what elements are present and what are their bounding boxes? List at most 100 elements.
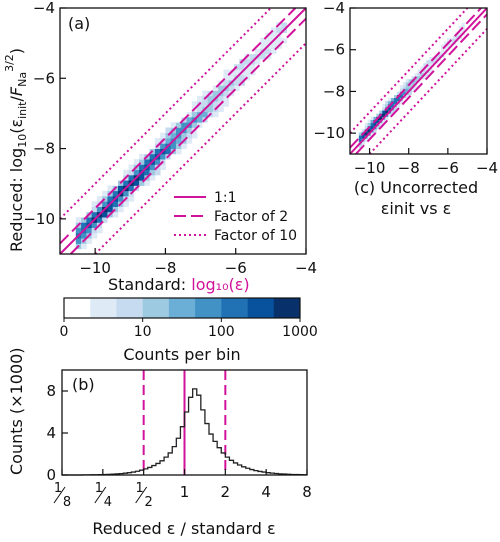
panel-a-density-cell xyxy=(181,143,187,149)
panel-a-density-cell xyxy=(218,85,224,91)
panel-a-density-cell xyxy=(197,127,203,134)
panel-c-density-cell xyxy=(373,128,377,133)
panel-a-reference-lines xyxy=(59,7,307,255)
panel-c-density-cell xyxy=(441,47,445,52)
panel-a-density-cell xyxy=(117,196,124,202)
panel-c-density-cell xyxy=(446,38,451,42)
panel-a-density-cell xyxy=(112,201,119,207)
panel-a-density-cell xyxy=(107,206,114,213)
panel-c-density-cell xyxy=(361,141,366,146)
panel-c-density-cell xyxy=(399,85,404,89)
colorbar-bin xyxy=(273,298,301,318)
colorbar-tick-label: 0 xyxy=(60,324,69,340)
panel-b-ylabel: Counts (×1000) xyxy=(7,347,26,475)
hist-xtick-fraction-numerator: 1 xyxy=(136,481,144,496)
panel-c-density-cell xyxy=(364,138,369,142)
panel-c-density-cell xyxy=(361,125,366,130)
colorbar-bin xyxy=(64,298,91,318)
panel-c-density-cell xyxy=(364,132,369,136)
panel-a-density-cell xyxy=(123,169,129,176)
panel-c-density-cell xyxy=(426,66,430,70)
panel-c-density-cell xyxy=(411,75,415,80)
hist-xtick-fraction-denominator: 4 xyxy=(104,495,112,510)
panel-c-density-cell xyxy=(402,91,407,95)
panel-a-density-cell xyxy=(102,211,108,218)
panel-a-density-cell xyxy=(181,111,187,118)
panel-a-density-cell xyxy=(96,217,103,223)
panel-a-density-cell xyxy=(144,159,151,165)
panel-a-density-cell xyxy=(212,85,219,91)
panel-a-density-cell xyxy=(160,164,166,171)
colorbar-label: Counts per bin xyxy=(123,345,240,364)
hist-xtick-fraction-numerator: 1 xyxy=(95,481,103,496)
panel-a-density-cell xyxy=(228,85,235,91)
panel-c-density-cell xyxy=(394,94,398,99)
panel-a-density-cell xyxy=(197,122,203,128)
panel-a-density-cell xyxy=(91,222,98,229)
panel-c-density-cell xyxy=(379,116,383,120)
panel-a-density-cell xyxy=(281,37,288,44)
panel-a-density-cell xyxy=(91,232,98,239)
panel-a-density-cell xyxy=(223,101,230,107)
panel-c-density-cell xyxy=(388,107,392,111)
panel-c-density-cell xyxy=(399,94,404,99)
panel-c-density-cell xyxy=(379,110,383,114)
panel-c-density-cell xyxy=(388,100,392,105)
panel-c-density-cell xyxy=(367,135,371,139)
legend-entry-1to1: 1:1 xyxy=(214,190,237,206)
panel-a-ticks: −10 −8 −6 −4 −10 −8 −6 −4 xyxy=(23,0,317,277)
colorbar-bin xyxy=(116,298,143,318)
panel-c-density-cell xyxy=(376,125,380,130)
panel-a-density-cell xyxy=(117,185,124,192)
panel-a-density-cell xyxy=(202,122,208,128)
panel-a-xtick-label: −8 xyxy=(154,259,176,277)
panel-a-density-cell xyxy=(112,206,119,213)
hist-xtick-fraction-denominator: 2 xyxy=(145,495,153,510)
panel-a-density-cell xyxy=(133,190,140,197)
panel-a-xlabel: Standard: log₁₀(ε) xyxy=(108,275,250,294)
panel-c-density-cell xyxy=(429,69,433,74)
panel-c-density-cell xyxy=(382,113,386,117)
panel-a-density-cell xyxy=(160,153,166,160)
panel-c-xtick-label: −6 xyxy=(437,159,459,177)
panel-c-ytick-label: −6 xyxy=(323,41,345,59)
panel-c-density-cell xyxy=(394,107,398,111)
panel-a-density-cell xyxy=(170,143,177,149)
panel-c-caption-line-1: (c) Uncorrected xyxy=(354,178,478,197)
panel-c-density-cell xyxy=(391,110,395,114)
panel-a-density-cell xyxy=(154,159,161,165)
colorbar-tick-label: 10 xyxy=(134,324,152,340)
panel-c-density-cell xyxy=(385,103,389,108)
panel-c-density-cell xyxy=(370,119,374,124)
ylabel-part-1: 10 xyxy=(16,134,29,148)
panel-a-density-cell xyxy=(191,132,198,139)
panel-a-density-cell xyxy=(223,95,230,102)
panel-a-density-cell xyxy=(154,169,161,176)
colorbar-bin xyxy=(247,298,275,318)
panel-c-density-cell xyxy=(399,88,404,92)
panel-c-density-cell xyxy=(385,100,389,105)
panel-a-density-cell xyxy=(186,111,193,118)
panel-c-density-cell xyxy=(414,85,418,89)
panel-a-density-cell xyxy=(260,43,266,49)
panel-c-density-cell xyxy=(423,69,427,74)
panel-c-density-cell xyxy=(423,75,427,80)
panel-a-density-cell xyxy=(255,58,261,65)
panel-a-density-cell xyxy=(181,132,187,139)
panel-a-density-cell xyxy=(149,164,156,171)
panel-c-density-cell xyxy=(426,60,430,64)
panel-a-density-cell xyxy=(223,74,230,81)
panel-c-density-cell xyxy=(396,103,401,108)
panel-a-density-cell xyxy=(186,116,193,123)
panel-a-density-cell xyxy=(212,80,219,86)
panel-a-density-cell xyxy=(186,127,193,134)
panel-a-density-cell xyxy=(128,164,135,171)
ylabel-part-0: Reduced: log xyxy=(7,148,26,252)
panel-a-density-cell xyxy=(281,32,288,39)
panel-a-density-cell xyxy=(112,190,119,197)
hist-xtick-fraction-slash xyxy=(135,486,148,504)
panel-c-ytick-label: −4 xyxy=(323,0,345,17)
panel-a-density-cell xyxy=(112,211,119,218)
ylabel-part-2: (ε xyxy=(7,119,26,134)
